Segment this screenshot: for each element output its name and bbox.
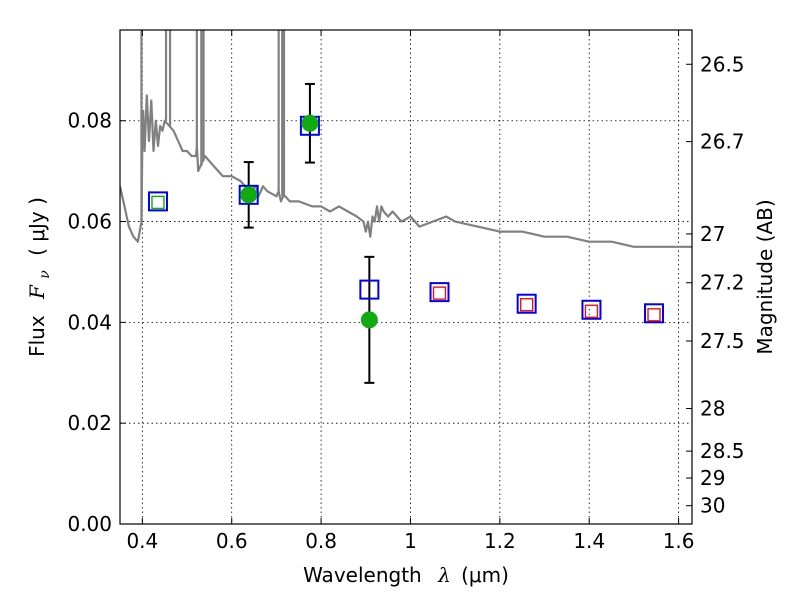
model-band-box xyxy=(516,293,537,314)
y2-tick-label: 28.5 xyxy=(700,439,745,463)
y2-tick-label: 27 xyxy=(700,222,725,246)
observed-point xyxy=(301,114,319,132)
model-band-box xyxy=(147,191,168,212)
model-band-box xyxy=(644,303,665,324)
model-band-box xyxy=(238,184,259,205)
model-band-box xyxy=(581,299,602,320)
x-tick-label: 1.4 xyxy=(573,529,605,553)
ticks-layer: 0.4 0.6 0.8 1 1.2 1.4 1.6 0.00 0.02 0.04 0.06 0.08 2… xyxy=(67,30,745,553)
y2-tick-label: 29 xyxy=(700,466,725,490)
plot-frame xyxy=(119,29,693,525)
y2-tick-label: 27.5 xyxy=(700,329,745,353)
x-axis-label-symbol: λ xyxy=(437,563,451,587)
inner-box-red xyxy=(647,308,661,322)
inner-box-red xyxy=(584,304,599,318)
inner-box-red xyxy=(519,298,534,312)
model-sed-group xyxy=(120,30,692,248)
model-sed-layer xyxy=(120,30,692,248)
x-axis-label: Wavelength λ (μm) xyxy=(303,563,509,587)
y2-tick-label: 26.5 xyxy=(700,52,745,76)
model-sed-line xyxy=(120,94,692,248)
inner-box-red xyxy=(432,286,447,300)
x-tick-label: 1.6 xyxy=(663,529,695,553)
y2-tick-label: 30 xyxy=(700,494,725,518)
y-tick-label: 0.08 xyxy=(67,109,112,133)
model-band-box xyxy=(359,279,380,300)
observed-point xyxy=(240,186,258,204)
x-tick-label: 0.6 xyxy=(216,529,248,553)
x-tick-label: 1.2 xyxy=(484,529,516,553)
y-axis-label-symbol: F xyxy=(25,284,49,300)
y-axis-label-prefix: Flux xyxy=(25,315,49,357)
y2-axis-label: Magnitude (AB) xyxy=(753,199,777,354)
y2-tick-label: 28 xyxy=(700,397,725,421)
y-tick-label: 0.06 xyxy=(67,210,112,234)
x-tick-label: 0.4 xyxy=(126,529,158,553)
x-axis-label-prefix: Wavelength xyxy=(303,563,422,587)
y-tick-label: 0.02 xyxy=(67,411,112,435)
y-axis-label-subscript: ν xyxy=(37,270,53,279)
y-tick-label: 0.04 xyxy=(67,310,112,334)
x-tick-label: 1 xyxy=(404,529,417,553)
y2-tick-label: 27.2 xyxy=(700,271,745,295)
markers-layer xyxy=(147,82,665,384)
y2-tick-label: 26.7 xyxy=(700,130,745,154)
x-tick-label: 0.8 xyxy=(305,529,337,553)
y-axis-label: Flux F ν ( μJy ) xyxy=(25,197,54,357)
y-tick-label: 0.00 xyxy=(67,512,112,536)
y-axis-label-unit: ( μJy ) xyxy=(25,197,49,256)
gridlines xyxy=(120,30,692,525)
x-axis-label-unit: (μm) xyxy=(461,563,509,587)
inner-box-green xyxy=(151,195,165,210)
observed-point xyxy=(360,311,378,329)
model-band-box xyxy=(429,282,450,303)
